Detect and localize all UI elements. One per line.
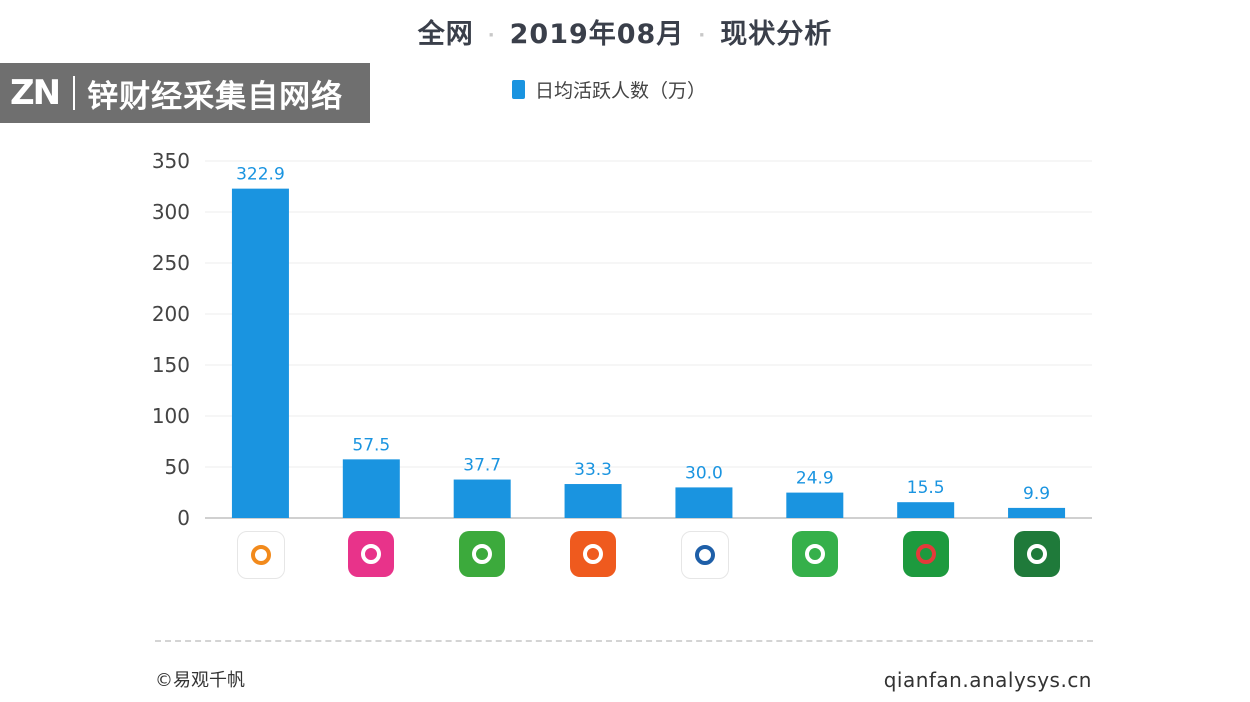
bar xyxy=(564,484,622,518)
title-separator: · xyxy=(487,25,496,46)
legend-swatch xyxy=(512,80,525,99)
orange-swirl-app-icon xyxy=(570,531,617,577)
icon-glyph xyxy=(361,544,382,564)
pink-circle-app-icon xyxy=(348,531,395,577)
value-label: 24.9 xyxy=(796,469,834,489)
value-label: 322.9 xyxy=(236,165,285,185)
y-tick-label: 0 xyxy=(177,506,190,530)
box-fish-app-icon xyxy=(680,531,729,579)
y-tick-label: 50 xyxy=(165,455,190,479)
value-label: 37.7 xyxy=(463,456,501,476)
source-credit: ©易观千帆 xyxy=(155,670,245,691)
bar xyxy=(675,487,733,518)
bar xyxy=(786,492,844,518)
strawberry-app-icon xyxy=(902,531,949,577)
bar xyxy=(231,188,289,518)
title-part-scope: 全网 xyxy=(417,19,474,50)
chart-title: 全网 · 2019年08月 · 现状分析 xyxy=(0,12,1250,51)
title-part-date: 2019年08月 xyxy=(509,19,685,50)
chart-legend: 日均活跃人数（万） xyxy=(512,76,706,103)
icon-glyph xyxy=(583,544,604,564)
icon-glyph xyxy=(251,545,272,565)
value-label: 57.5 xyxy=(352,435,390,455)
watermark-text: 锌财经采集自网络 xyxy=(87,78,344,115)
title-separator: · xyxy=(698,25,707,46)
source-url: qianfan.analysys.cn xyxy=(883,668,1092,692)
watermark-logo: ZN xyxy=(10,73,61,113)
bar xyxy=(342,459,400,518)
legend-label: 日均活跃人数（万） xyxy=(535,80,707,102)
green-cart-app-icon xyxy=(791,531,838,577)
y-tick-label: 350 xyxy=(152,149,190,173)
icon-glyph xyxy=(915,544,936,564)
y-tick-label: 200 xyxy=(152,302,190,326)
buy-app-icon xyxy=(1013,531,1060,577)
icon-glyph xyxy=(804,544,825,564)
bar xyxy=(897,502,955,518)
footer-divider xyxy=(155,640,1093,642)
y-tick-label: 150 xyxy=(152,353,190,377)
value-label: 33.3 xyxy=(574,460,612,480)
watermark-divider xyxy=(73,76,76,110)
value-label: 30.0 xyxy=(685,463,723,483)
bar xyxy=(453,479,511,518)
bar xyxy=(1008,507,1066,518)
value-label: 15.5 xyxy=(907,478,945,498)
green-dog-app-icon xyxy=(459,531,506,577)
title-part-topic: 现状分析 xyxy=(720,19,833,50)
flame-app-icon xyxy=(237,531,286,579)
y-tick-label: 300 xyxy=(152,200,190,224)
icon-glyph xyxy=(1026,544,1047,564)
watermark-banner: ZN 锌财经采集自网络 xyxy=(0,63,370,123)
value-label: 9.9 xyxy=(1023,484,1050,504)
icon-glyph xyxy=(472,544,493,564)
icon-glyph xyxy=(694,545,715,565)
y-tick-label: 100 xyxy=(152,404,190,428)
y-tick-label: 250 xyxy=(152,251,190,275)
